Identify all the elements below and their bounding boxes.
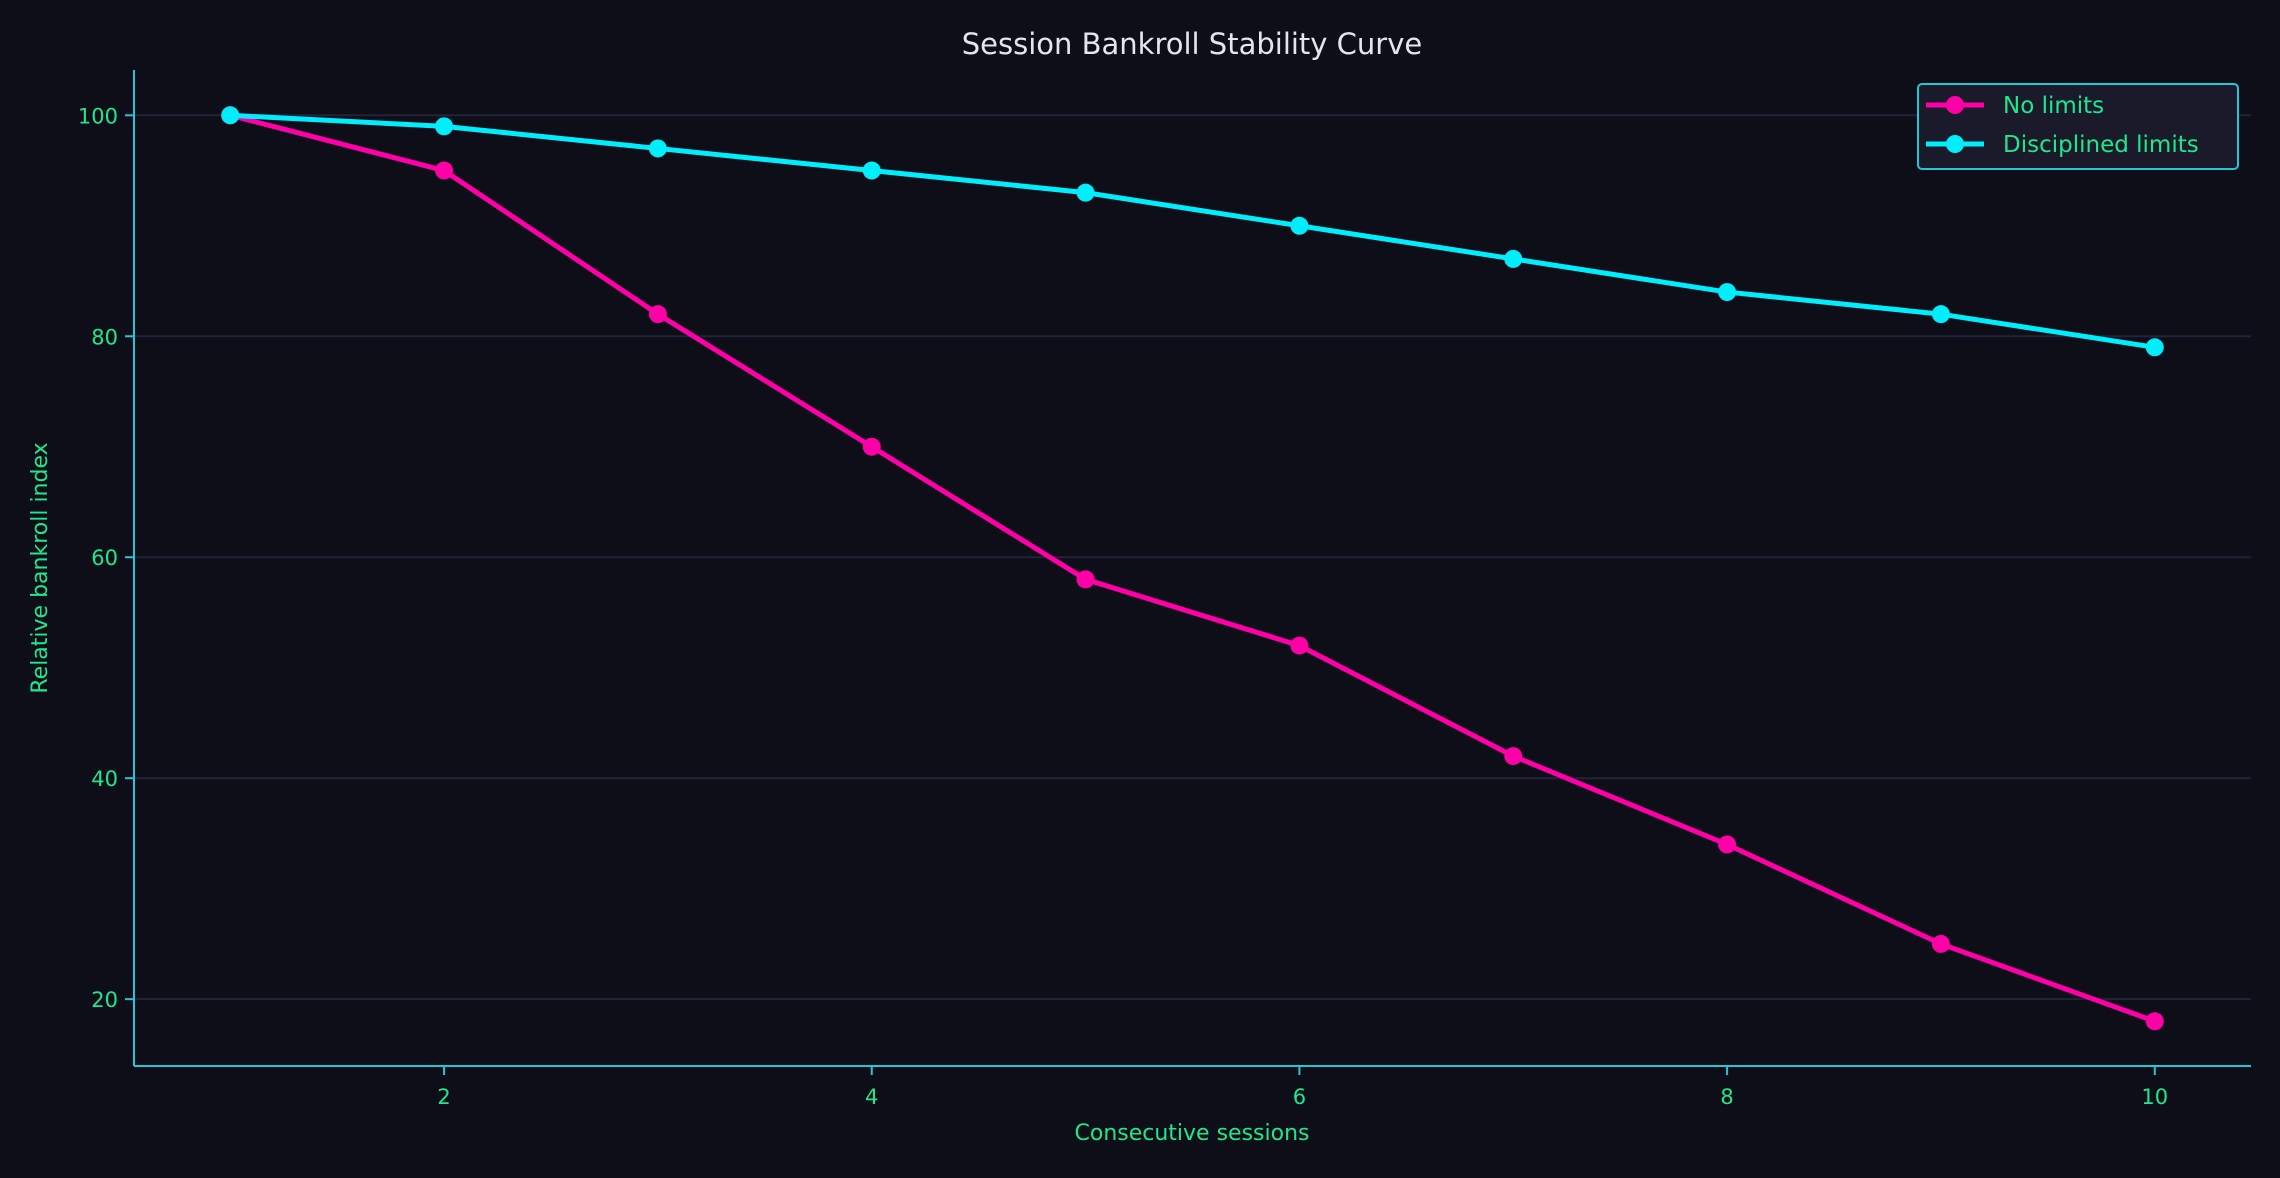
data-point-disciplined-limits: [1931, 305, 1950, 324]
y-tick-label: 60: [91, 546, 118, 570]
data-point-disciplined-limits: [2145, 338, 2164, 357]
x-tick-label: 2: [437, 1085, 450, 1109]
data-point-no-limits: [435, 161, 454, 180]
grid: [134, 114, 2251, 1001]
data-point-disciplined-limits: [1504, 249, 1523, 268]
x-tick-label: 4: [865, 1085, 878, 1109]
x-tick-label: 6: [1293, 1085, 1306, 1109]
y-tick-label: 100: [78, 104, 118, 128]
data-point-disciplined-limits: [435, 117, 454, 136]
data-point-no-limits: [1504, 747, 1523, 766]
data-point-no-limits: [1076, 570, 1095, 589]
data-point-disciplined-limits: [648, 139, 667, 158]
chart-title: Session Bankroll Stability Curve: [962, 27, 1423, 61]
data-point-disciplined-limits: [1076, 183, 1095, 202]
series-group: [221, 106, 2164, 1031]
series-line-disciplined-limits: [230, 112, 2156, 350]
legend-marker-disciplined-limits: [1946, 135, 1964, 153]
data-point-no-limits: [862, 437, 881, 456]
legend-marker-no-limits: [1946, 96, 1964, 114]
x-tick-label: 10: [2141, 1085, 2168, 1109]
y-axis-label: Relative bankroll index: [28, 442, 53, 693]
axes: 20 40 60 80 100 2 4 6 8 10: [78, 70, 2251, 1109]
data-point-no-limits: [648, 305, 667, 324]
x-tick-label: 8: [1720, 1085, 1733, 1109]
data-point-no-limits: [1290, 636, 1309, 655]
y-tick-label: 20: [91, 988, 118, 1012]
y-tick-label: 80: [91, 325, 118, 349]
legend-label-disciplined-limits: Disciplined limits: [2003, 132, 2199, 158]
x-axis-label: Consecutive sessions: [1075, 1121, 1310, 1146]
data-point-no-limits: [1718, 835, 1737, 854]
data-point-disciplined-limits: [221, 106, 240, 125]
y-tick-label: 40: [91, 767, 118, 791]
data-point-disciplined-limits: [1718, 283, 1737, 302]
data-point-disciplined-limits: [862, 161, 881, 180]
data-point-no-limits: [1931, 934, 1950, 953]
data-point-no-limits: [2145, 1012, 2164, 1031]
data-point-disciplined-limits: [1290, 216, 1309, 235]
legend: No limits Disciplined limits: [1917, 83, 2239, 170]
series-line-no-limits: [229, 112, 2156, 1024]
legend-box: [1917, 83, 2239, 170]
legend-label-no-limits: No limits: [2003, 93, 2104, 119]
